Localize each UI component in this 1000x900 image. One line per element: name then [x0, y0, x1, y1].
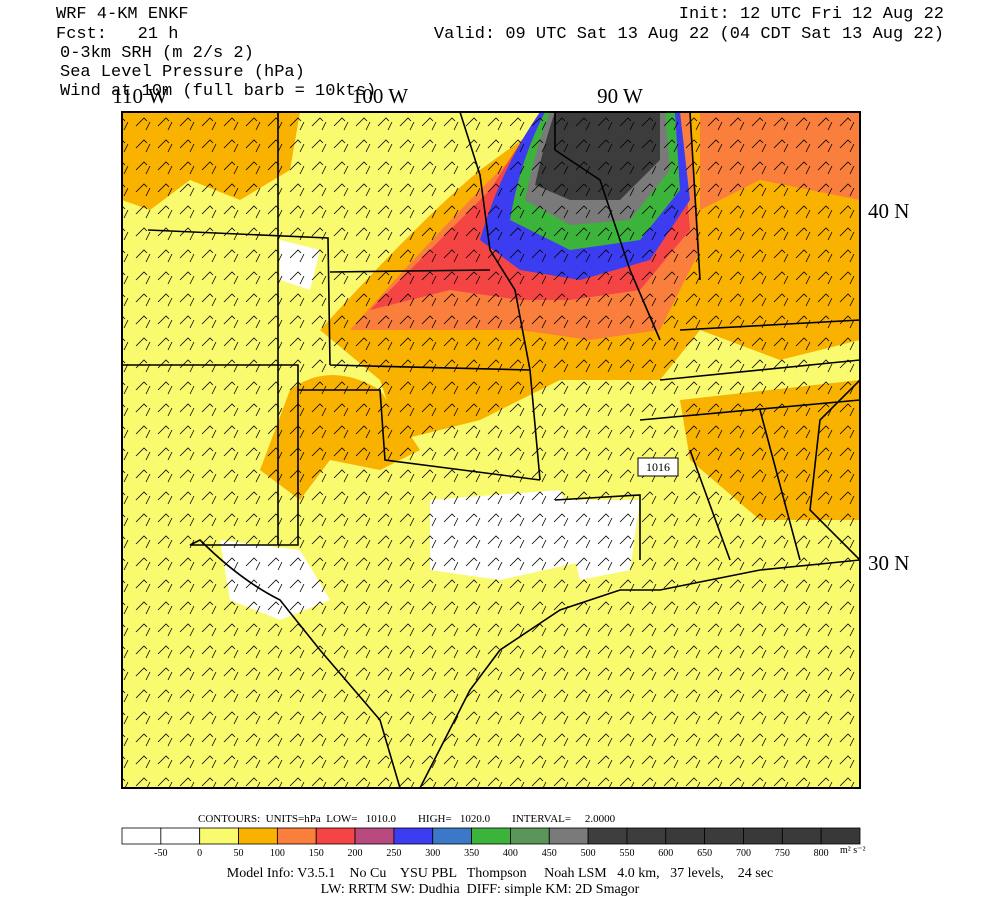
- footer-line: Model Info: V3.5.1 No Cu YSU PBL Thompso…: [227, 866, 773, 881]
- colorbar-box: [548, 827, 589, 845]
- colorbar-box: [820, 827, 861, 845]
- footer-line: LW: RRTM SW: Dudhia DIFF: simple KM: 2D …: [321, 882, 640, 897]
- colorbar-box: [743, 827, 783, 845]
- colorbar-box: [704, 827, 744, 845]
- field-label: 0-3km SRH (m 2/s 2): [60, 44, 254, 63]
- colorbar-label: 100: [270, 848, 285, 859]
- colorbar-label: 150: [309, 848, 324, 859]
- contour-label-box: [637, 457, 679, 477]
- model-title: WRF 4-KM ENKF: [56, 5, 189, 24]
- colorbar-label: 500: [581, 848, 596, 859]
- latitude-label: 40 N: [868, 199, 909, 223]
- map-frame: [121, 111, 861, 789]
- colorbar-label: 250: [386, 848, 401, 859]
- colorbar-box: [393, 827, 434, 845]
- colorbar-label: 50: [234, 848, 244, 859]
- colorbar-label: 300: [425, 848, 440, 859]
- colorbar-box: [354, 827, 395, 845]
- colorbar-units: m² s⁻²: [840, 845, 865, 856]
- colorbar-box: [432, 827, 472, 845]
- colorbar-label: 400: [503, 848, 518, 859]
- colorbar-box: [315, 827, 356, 845]
- map-field: 1016: [122, 112, 860, 788]
- colorbar-box: [471, 827, 511, 845]
- longitude-label: 90 W: [597, 84, 643, 108]
- colorbar-label: 200: [348, 848, 363, 859]
- graticule-labels: 110 W 100 W 90 W 40 N 30 N: [112, 84, 909, 575]
- colorbar-box: [626, 827, 667, 845]
- init-time: Init: 12 UTC Fri 12 Aug 22: [679, 5, 944, 24]
- colorbar-label: 0: [197, 848, 202, 859]
- colorbar: -50 0 50 100 150 200 250 300 350 400 450 500 550 600 6…: [121, 827, 865, 859]
- colorbar-box: [665, 827, 706, 845]
- field-label: Sea Level Pressure (hPa): [60, 63, 305, 82]
- field-label: Wind at 10m (full barb = 10kts): [60, 82, 376, 101]
- forecast-hour: Fcst: 21 h: [56, 25, 178, 44]
- colorbar-box: [587, 827, 628, 845]
- colorbar-label: 600: [658, 848, 673, 859]
- colorbar-box: [238, 827, 278, 845]
- longitude-label: 110 W: [112, 84, 168, 108]
- colorbar-label: 450: [542, 848, 557, 859]
- colorbar-label: 800: [814, 848, 829, 859]
- colorbar-box: [510, 827, 550, 845]
- contour-label: 1016: [646, 460, 670, 474]
- valid-time: Valid: 09 UTC Sat 13 Aug 22 (04 CDT Sat …: [434, 25, 944, 44]
- contours-info: CONTOURS: UNITS=hPa LOW= 1010.0 HIGH= 10…: [198, 813, 616, 825]
- colorbar-label: 650: [697, 848, 712, 859]
- colorbar-label: 700: [736, 848, 751, 859]
- colorbar-label: 550: [619, 848, 634, 859]
- colorbar-label: 350: [464, 848, 479, 859]
- colorbar-box: [276, 827, 317, 845]
- colorbar-label: -50: [154, 848, 167, 859]
- colorbar-label: 750: [775, 848, 790, 859]
- wind-barbs: [122, 112, 860, 788]
- colorbar-box: [781, 827, 822, 845]
- longitude-label: 100 W: [352, 84, 408, 108]
- colorbar-box: [160, 827, 201, 845]
- colorbar-box: [121, 827, 162, 845]
- latitude-label: 30 N: [868, 551, 909, 575]
- colorbar-box: [199, 827, 239, 845]
